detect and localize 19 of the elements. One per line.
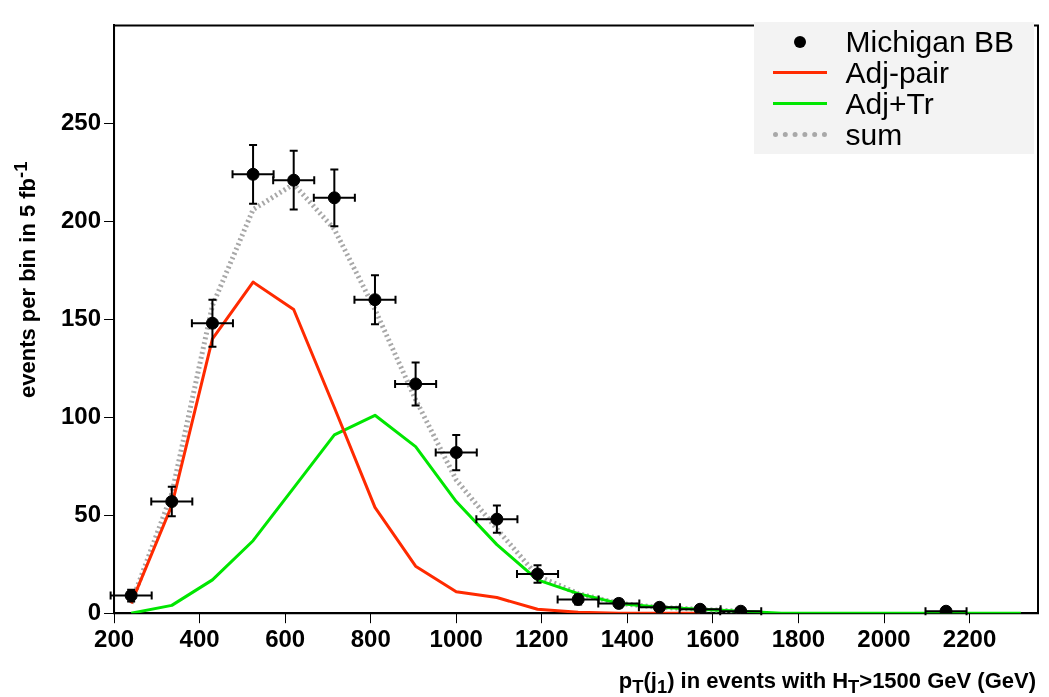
x-tick-label: 2000: [857, 625, 911, 653]
y-tick-label: 0: [87, 597, 102, 625]
x-tick-label: 1400: [600, 625, 655, 653]
x-tick-label: 400: [179, 625, 220, 653]
y-tick-label: 250: [61, 107, 102, 135]
x-tick-label: 800: [350, 625, 391, 653]
x-tick-label: 1200: [515, 625, 569, 653]
x-tick-label: 1000: [429, 625, 483, 653]
y-tick-label: 50: [74, 499, 102, 527]
x-tick-label: 600: [265, 625, 306, 653]
x-axis-title: p$_{T}$(j$_{1}$) in events with H$_{T}$>1500 GeV (GeV): [618, 667, 1036, 697]
x-tick-label: 1600: [686, 625, 740, 653]
y-tick-label: 200: [61, 205, 102, 233]
y-tick-label: 100: [61, 401, 102, 429]
y-tick-label: 150: [61, 303, 102, 331]
x-tick-label: 2200: [942, 625, 997, 653]
legend-label: Michigan BB: [845, 25, 1014, 58]
x-tick-label: 200: [94, 625, 135, 653]
x-tick-label: 1800: [771, 625, 826, 653]
